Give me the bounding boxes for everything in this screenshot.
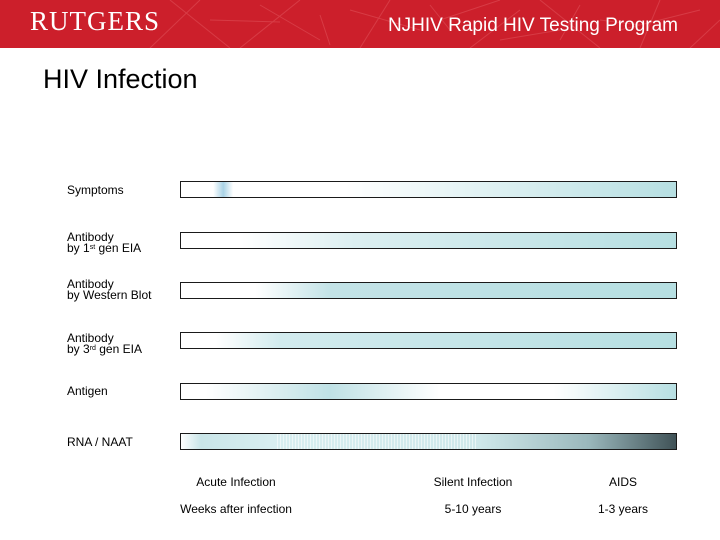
bar-symptoms-gradient [181, 182, 676, 197]
bar-rna-naat-gradient [181, 434, 676, 449]
row-label-antigen: Antigen [67, 384, 108, 398]
page-title: HIV Infection [43, 64, 198, 94]
bar-antigen [180, 383, 677, 400]
banner-pattern [149, 0, 720, 48]
bar-antibody-western-blot-gradient [181, 283, 676, 298]
row-label-superscript: rd [89, 345, 96, 352]
row-label-line: Antibody [67, 230, 114, 244]
row-label-line: by 1st gen EIA [67, 241, 142, 255]
row-label-antibody-3rd-gen: Antibody by 3rd gen EIA [67, 331, 142, 356]
row-label-line: Antibody [67, 277, 114, 291]
phase-aids: AIDS [608, 475, 637, 489]
row-label-text: by 3 [67, 342, 90, 356]
row-label-line: by 3rd gen EIA [67, 342, 142, 356]
row-label-line: Symptoms [67, 183, 124, 197]
row-label-antibody-1st-gen: Antibody by 1st gen EIA [67, 230, 142, 255]
duration-acute-infection: Weeks after infection [180, 502, 292, 516]
bar-antibody-western-blot [180, 282, 677, 299]
bar-antibody-3rd-gen-gradient [181, 333, 676, 348]
bar-symptoms [180, 181, 677, 198]
duration-silent-infection: 5-10 years [444, 502, 502, 516]
bar-rna-naat [180, 433, 677, 450]
row-label-text: gen EIA [95, 241, 142, 255]
row-label-antibody-western-blot: Antibody by Western Blot [67, 277, 152, 302]
header-banner: RUTGERS NJHIV Rapid HIV Testing Program [0, 0, 720, 48]
program-title: NJHIV Rapid HIV Testing Program [387, 15, 678, 36]
bar-antibody-1st-gen-gradient [181, 233, 676, 248]
row-label-text: by 1 [67, 241, 90, 255]
bar-antibody-3rd-gen [180, 332, 677, 349]
rutgers-logo: RUTGERS [30, 6, 161, 36]
row-label-line: by Western Blot [67, 288, 152, 302]
row-label-line: Antigen [67, 384, 108, 398]
row-label-line: RNA / NAAT [67, 435, 133, 449]
bar-antigen-gradient [181, 384, 676, 399]
duration-aids: 1-3 years [597, 502, 649, 516]
row-label-line: Antibody [67, 331, 114, 345]
bar-antibody-1st-gen [180, 232, 677, 249]
phase-silent-infection: Silent Infection [433, 475, 513, 489]
row-label-symptoms: Symptoms [67, 183, 124, 197]
row-label-superscript: st [89, 244, 96, 251]
row-label-text: gen EIA [95, 342, 142, 356]
row-label-rna-naat: RNA / NAAT [67, 435, 133, 449]
phase-acute-infection: Acute Infection [196, 475, 276, 489]
